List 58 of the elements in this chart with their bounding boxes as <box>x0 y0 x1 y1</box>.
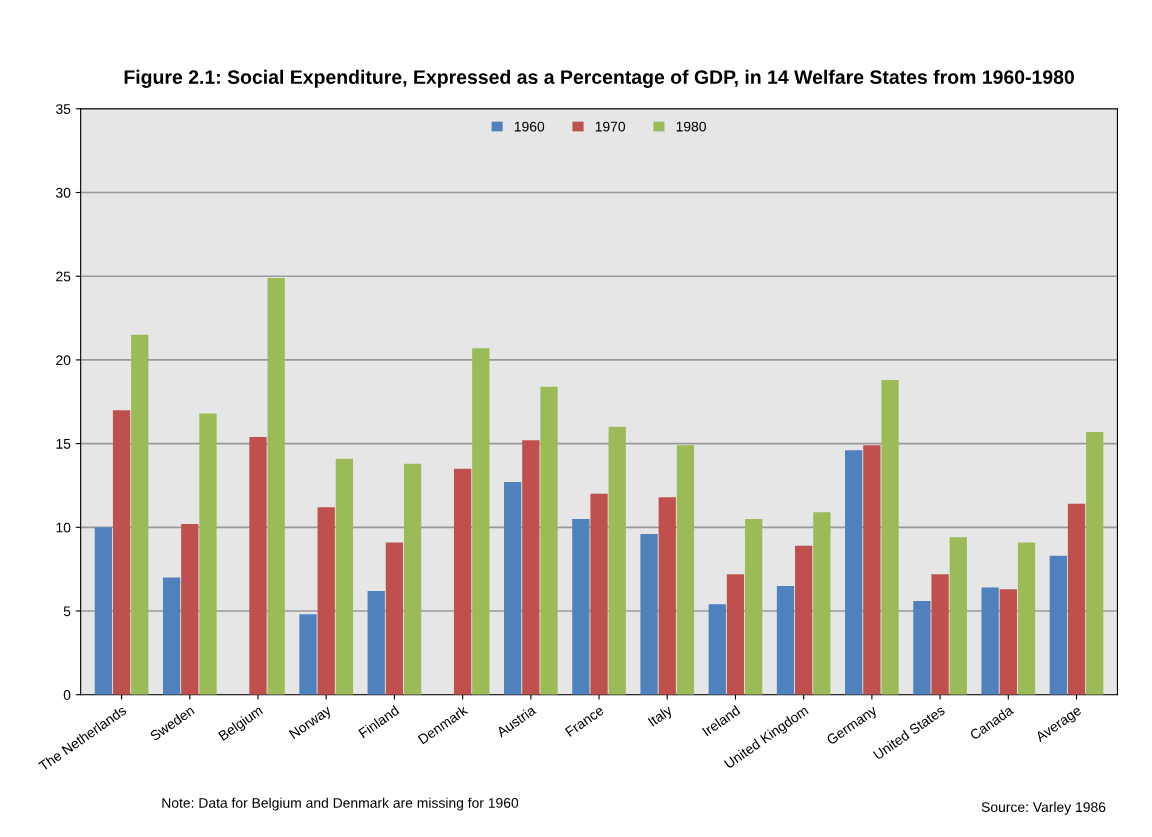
bar <box>658 497 676 695</box>
y-tick-label: 35 <box>56 104 71 114</box>
bar <box>1067 503 1086 695</box>
bar <box>299 614 317 695</box>
legend-label: 1960 <box>514 121 545 132</box>
bar <box>1017 542 1036 695</box>
legend-label: 1970 <box>595 121 626 132</box>
source-note: Source: Varley 1986 <box>981 801 1106 815</box>
bar <box>863 445 881 695</box>
x-tick-label: Italy <box>647 704 675 729</box>
y-tick-label: 30 <box>56 187 71 198</box>
bar <box>317 507 335 695</box>
legend-label: 1980 <box>676 121 706 132</box>
y-tick-label: 10 <box>56 522 71 533</box>
bar <box>949 537 967 695</box>
bar <box>94 527 113 695</box>
y-tick-label: 0 <box>63 690 71 700</box>
bar <box>572 518 590 695</box>
bar <box>1086 431 1104 695</box>
bar <box>981 587 999 695</box>
bar <box>112 410 131 695</box>
bar <box>913 600 931 695</box>
bar <box>726 574 745 695</box>
y-tick-label: 20 <box>56 355 71 366</box>
bar <box>472 348 490 695</box>
bar <box>708 604 726 695</box>
y-tick-label: 5 <box>63 606 71 617</box>
bar <box>745 518 763 695</box>
y-tick-label: 15 <box>56 439 71 449</box>
bar <box>385 542 404 695</box>
bar <box>181 523 199 695</box>
text: Note: Data for Belgium and Denmark are missing for 1960 <box>162 797 519 811</box>
bar <box>249 436 267 695</box>
bar <box>999 589 1017 695</box>
chart-title: Figure 2.1: Social Expenditure, Expressed as a Percentage of GDP, in 14 Welfare States from 1960-1980 <box>124 69 1074 88</box>
bar <box>640 534 658 695</box>
bar <box>608 426 626 695</box>
bar <box>453 468 472 695</box>
bar <box>590 493 608 695</box>
bar <box>199 413 217 695</box>
bar <box>267 277 285 695</box>
bar <box>931 574 949 695</box>
bar <box>1049 555 1067 695</box>
y-tick-label: 25 <box>56 271 71 282</box>
bar <box>162 577 181 695</box>
bar <box>813 512 831 695</box>
bar <box>335 458 354 695</box>
bar <box>504 482 522 695</box>
bar <box>676 445 695 695</box>
bar <box>845 450 863 695</box>
bar <box>540 386 558 695</box>
bar <box>795 545 813 695</box>
bar <box>131 334 149 695</box>
bar <box>403 463 422 695</box>
bar <box>522 440 540 695</box>
bar <box>881 380 899 695</box>
bar <box>367 590 385 695</box>
bar <box>776 585 795 695</box>
